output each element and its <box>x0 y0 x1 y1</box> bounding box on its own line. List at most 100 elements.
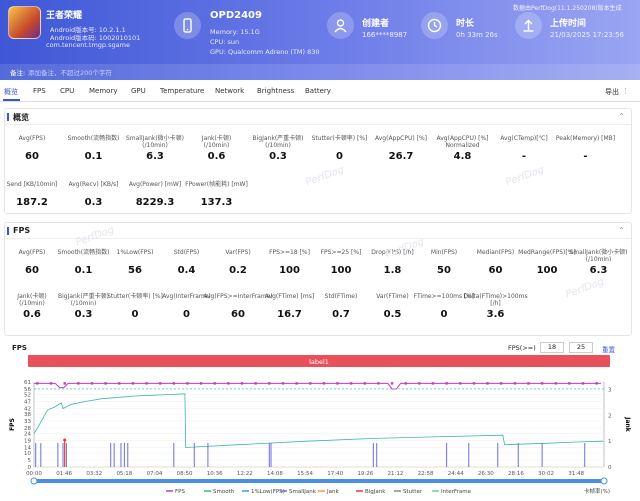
android-version: Android版本号: 10.2.1.1 <box>50 26 126 34</box>
tab-temperature[interactable]: Temperature <box>160 87 205 95</box>
fps-marker <box>349 382 353 385</box>
note-label: 备注: <box>10 69 26 77</box>
overview-metric-label: SmallJank(微小卡顿) (/10min) <box>125 135 185 149</box>
tab-battery[interactable]: Battery <box>305 87 331 95</box>
fps-metric-label: Var(FPS) <box>225 249 251 256</box>
tab-fps[interactable]: FPS <box>33 87 46 95</box>
fps-metric-value: 0 <box>440 309 448 320</box>
tab-memory[interactable]: Memory <box>89 87 118 95</box>
fps-metric-label: FPS>=18 [%] <box>269 249 310 256</box>
fps-metric-label: 1%Low(FPS) <box>116 249 154 256</box>
overview-metric-value: 4.8 <box>453 151 472 162</box>
fps-marker <box>240 382 244 385</box>
fps-marker <box>295 382 298 385</box>
overview-metric-label: Avg(AppCPU) [%] Normalized <box>436 135 489 149</box>
fps-marker <box>418 382 421 385</box>
export-button[interactable]: 导出 <box>605 88 619 96</box>
overview-metric-value: 187.2 <box>16 197 48 208</box>
overview-metric-value: 0.1 <box>84 151 103 162</box>
fps-metric-label: BigJank(严重卡顿) (/10min) <box>58 293 109 307</box>
chart-title: FPS <box>12 344 27 352</box>
fps-marker <box>158 382 162 385</box>
tab-network[interactable]: Network <box>215 87 245 95</box>
legend-label: BigJank <box>365 489 386 495</box>
fps-header: FPS ⌃ <box>5 223 631 239</box>
fps-marker <box>77 382 80 385</box>
fps-marker <box>104 382 107 385</box>
upload-icon <box>515 12 542 39</box>
fps-marker <box>118 382 121 385</box>
fps-metric-value: 0.1 <box>74 265 93 276</box>
overview-metric-value: 0.6 <box>207 151 226 162</box>
fps-marker <box>363 382 366 385</box>
legend-label: InterFrame <box>441 489 472 495</box>
fps-marker <box>581 382 585 385</box>
x-tick-label: 14:08 <box>267 471 283 477</box>
x-tick-label: 19:26 <box>357 471 373 477</box>
clock-icon <box>421 12 448 39</box>
version-note: 数据由PerfDog(11.1.250208)版本生成 <box>513 5 622 12</box>
y-axis-label: FPS <box>9 418 16 431</box>
menu-icon[interactable]: ⋮ <box>622 87 629 95</box>
x-tick-label: 17:40 <box>327 471 343 477</box>
x-tick-label: 28:16 <box>508 471 524 477</box>
threshold-input-2[interactable]: 25 <box>569 342 593 353</box>
tab-gpu[interactable]: GPU <box>131 87 146 95</box>
fps-marker <box>472 382 476 385</box>
y2-tick-label: 1 <box>608 439 612 445</box>
x-tick-label: 31:48 <box>568 471 584 477</box>
note-bar: 备注: 添加备注，不超过200个字符 <box>0 64 640 80</box>
y-tick-label: 28 <box>24 426 31 432</box>
band-label: label1 <box>309 358 329 366</box>
y-tick-label: 0 <box>28 465 32 471</box>
threshold-input-1[interactable]: 18 <box>540 342 564 353</box>
overview-metric-label: Avg(AppCPU) [%] <box>374 135 427 142</box>
reset-button[interactable]: 重置 <box>602 346 615 354</box>
overview-metric-label: Avg(Recv) [KB/s] <box>68 181 119 188</box>
overview-metric-value: - <box>521 151 527 162</box>
fps-metric-value: 0.5 <box>383 309 402 320</box>
fps-marker <box>172 382 176 385</box>
fps-metric-value: 16.7 <box>277 309 302 320</box>
scroll-handle-right <box>600 477 608 485</box>
device-memory: Memory: 15.1G <box>210 28 260 36</box>
fps-metric-value: 56 <box>128 265 142 276</box>
fps-metric-label: Delta(FTime)>100ms [/h] <box>463 293 528 307</box>
fps-marker <box>527 382 530 385</box>
tab-overview[interactable]: 概览 <box>4 88 18 96</box>
fps-metric-value: 60 <box>231 309 245 320</box>
tab-brightness[interactable]: Brightness <box>257 87 295 95</box>
fps-marker <box>554 382 557 385</box>
fps-marker <box>459 382 462 385</box>
duration-value: 0h 33m 26s <box>456 31 498 39</box>
fps-metric-value: 1.8 <box>383 265 402 276</box>
fps-metric-value: 0 <box>183 309 190 320</box>
fps-metric-label: Drop(FPS) [/h] <box>371 249 414 256</box>
label-band <box>28 355 610 367</box>
overview-metric-label: BigJank(严重卡顿) (/10min) <box>252 135 304 149</box>
collapse-icon[interactable]: ⌃ <box>618 226 625 235</box>
note-input[interactable]: 添加备注，不超过200个字符 <box>28 69 112 77</box>
package-name: com.tencent.tmgp.sgame <box>46 41 130 49</box>
fps-marker <box>595 382 598 385</box>
fps-marker <box>499 382 503 385</box>
fps-marker <box>254 382 257 385</box>
overview-metric-label: Avg(FPS) <box>18 135 46 142</box>
y-tick-label: 24 <box>24 432 31 438</box>
tab-cpu[interactable]: CPU <box>60 87 75 95</box>
legend-label: 1%Low(FPS) <box>251 489 285 495</box>
fps-metric-value: 60 <box>25 265 39 276</box>
x-tick-label: 30:02 <box>538 471 554 477</box>
device-gpu: GPU: Qualcomm Adreno (TM) 830 <box>210 48 320 56</box>
android-code: Android版本码: 1002010101 <box>50 34 141 42</box>
fps-marker <box>36 382 39 385</box>
device-name: OPD2409 <box>210 10 262 21</box>
y2-axis-label: Jank <box>624 416 631 433</box>
x-tick-label: 08:50 <box>177 471 193 477</box>
fps-marker <box>336 382 339 385</box>
fps-marker <box>309 382 312 385</box>
y-tick-label: 38 <box>24 412 31 418</box>
y-tick-label: 56 <box>24 387 31 393</box>
collapse-icon[interactable]: ⌃ <box>618 112 625 121</box>
x-tick-label: 15:54 <box>297 471 313 477</box>
